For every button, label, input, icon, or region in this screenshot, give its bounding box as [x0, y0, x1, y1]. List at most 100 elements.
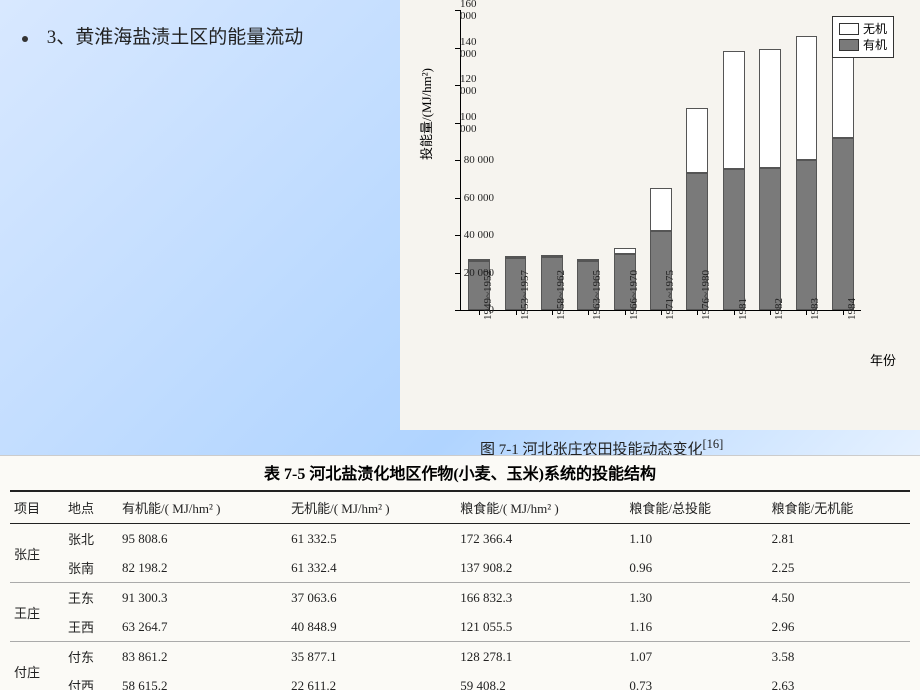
data-cell: 3.58 — [768, 642, 910, 672]
bar-seg-inorganic — [541, 255, 563, 257]
y-axis-title: 投能量/(MJ/hm²) — [416, 68, 435, 160]
table-row: 王庄王东91 300.337 063.6166 832.31.304.50 — [10, 583, 910, 613]
x-tick — [734, 310, 735, 315]
table-row: 张南82 198.261 332.4137 908.20.962.25 — [10, 553, 910, 583]
data-cell: 59 408.2 — [456, 671, 625, 690]
x-tick — [806, 310, 807, 315]
data-cell: 2.81 — [768, 524, 910, 554]
table-col-header: 有机能/( MJ/hm² ) — [118, 491, 287, 524]
table-row: 付西58 615.222 611.259 408.20.732.63 — [10, 671, 910, 690]
y-tick-label: 120 000 — [460, 73, 494, 97]
bar-seg-inorganic — [723, 51, 745, 169]
bar-group — [796, 36, 818, 310]
bar-group — [759, 49, 781, 310]
table-group: 张庄张北95 808.661 332.5172 366.41.102.81张南8… — [10, 524, 910, 583]
x-tick — [479, 310, 480, 315]
bar-seg-organic — [759, 168, 781, 311]
table-row: 张庄张北95 808.661 332.5172 366.41.102.81 — [10, 524, 910, 554]
data-cell: 166 832.3 — [456, 583, 625, 613]
legend-label-organic: 有机 — [863, 37, 887, 53]
y-tick — [455, 310, 461, 311]
table-group: 王庄王东91 300.337 063.6166 832.31.304.50王西6… — [10, 583, 910, 642]
table-row: 王西63 264.740 848.9121 055.51.162.96 — [10, 612, 910, 642]
bar-seg-inorganic — [686, 108, 708, 174]
bar-seg-inorganic — [650, 188, 672, 231]
legend-inorganic: 无机 — [839, 21, 887, 37]
bar-seg-inorganic — [577, 259, 599, 261]
bar-seg-inorganic — [468, 259, 490, 261]
x-tick-label: 1982 — [773, 298, 785, 320]
energy-table: 项目地点有机能/( MJ/hm² )无机能/( MJ/hm² )粮食能/( MJ… — [10, 490, 910, 690]
x-tick — [770, 310, 771, 315]
data-cell: 121 055.5 — [456, 612, 625, 642]
bar-seg-organic — [832, 138, 854, 311]
x-axis-title: 年份 — [870, 350, 896, 369]
table-col-header: 无机能/( MJ/hm² ) — [287, 491, 456, 524]
y-tick-label: 160 000 — [460, 0, 494, 22]
x-tick-label: 1963~1965 — [591, 270, 603, 320]
data-cell: 95 808.6 — [118, 524, 287, 554]
bar-group — [723, 51, 745, 310]
data-cell: 137 908.2 — [456, 553, 625, 583]
table-group: 付庄付东83 861.235 877.1128 278.11.073.58付西5… — [10, 642, 910, 690]
legend-swatch-organic — [839, 39, 859, 51]
x-tick-label: 1984 — [846, 298, 858, 320]
table-row: 付庄付东83 861.235 877.1128 278.11.073.58 — [10, 642, 910, 672]
bar-seg-inorganic — [759, 49, 781, 167]
y-tick — [455, 198, 461, 199]
data-cell: 2.96 — [768, 612, 910, 642]
legend-swatch-inorganic — [839, 23, 859, 35]
data-cell: 61 332.4 — [287, 553, 456, 583]
x-tick-label: 1971~1975 — [664, 270, 676, 320]
data-cell: 91 300.3 — [118, 583, 287, 613]
y-tick-label: 60 000 — [464, 192, 494, 204]
group-name-cell: 王庄 — [10, 583, 64, 642]
x-tick — [625, 310, 626, 315]
data-cell: 1.30 — [625, 583, 767, 613]
y-tick-label: 100 000 — [460, 111, 494, 135]
x-tick-label: 1976~1980 — [700, 270, 712, 320]
location-cell: 付东 — [64, 642, 118, 672]
data-cell: 128 278.1 — [456, 642, 625, 672]
data-cell: 0.96 — [625, 553, 767, 583]
bar-seg-inorganic — [796, 36, 818, 160]
bar-seg-inorganic — [614, 248, 636, 254]
title-text: 3、黄淮海盐渍土区的能量流动 — [47, 27, 304, 48]
y-tick-label: 40 000 — [464, 229, 494, 241]
location-cell: 付西 — [64, 671, 118, 690]
x-tick — [843, 310, 844, 315]
energy-chart: 投能量/(MJ/hm²) 年份 无机 有机 020 00040 00060 00… — [400, 0, 920, 430]
x-tick — [552, 310, 553, 315]
data-cell: 2.25 — [768, 553, 910, 583]
data-cell: 82 198.2 — [118, 553, 287, 583]
slide-page: 3、黄淮海盐渍土区的能量流动 投能量/(MJ/hm²) 年份 无机 有机 020… — [0, 0, 920, 690]
y-tick — [455, 273, 461, 274]
location-cell: 王西 — [64, 612, 118, 642]
x-tick-label: 1953~1957 — [519, 270, 531, 320]
group-name-cell: 张庄 — [10, 524, 64, 583]
x-tick — [588, 310, 589, 315]
x-tick — [661, 310, 662, 315]
x-tick-label: 1958~1962 — [555, 270, 567, 320]
data-cell: 35 877.1 — [287, 642, 456, 672]
data-cell: 1.10 — [625, 524, 767, 554]
data-cell: 37 063.6 — [287, 583, 456, 613]
bar-group — [832, 25, 854, 310]
legend-label-inorganic: 无机 — [863, 21, 887, 37]
location-cell: 张北 — [64, 524, 118, 554]
table-col-header: 粮食能/( MJ/hm² ) — [456, 491, 625, 524]
data-cell: 2.63 — [768, 671, 910, 690]
legend-organic: 有机 — [839, 37, 887, 53]
y-tick-label: 80 000 — [464, 154, 494, 166]
x-tick-label: 1966~1970 — [628, 270, 640, 320]
data-cell: 0.73 — [625, 671, 767, 690]
slide-title: 3、黄淮海盐渍土区的能量流动 — [22, 22, 303, 49]
bar-seg-organic — [723, 169, 745, 310]
x-tick-label: 1983 — [809, 298, 821, 320]
y-tick — [455, 235, 461, 236]
data-cell: 1.16 — [625, 612, 767, 642]
location-cell: 张南 — [64, 553, 118, 583]
energy-table-wrap: 表 7-5 河北盐渍化地区作物(小麦、玉米)系统的投能结构 项目地点有机能/( … — [0, 455, 920, 690]
data-cell: 58 615.2 — [118, 671, 287, 690]
table-title: 表 7-5 河北盐渍化地区作物(小麦、玉米)系统的投能结构 — [0, 460, 920, 484]
